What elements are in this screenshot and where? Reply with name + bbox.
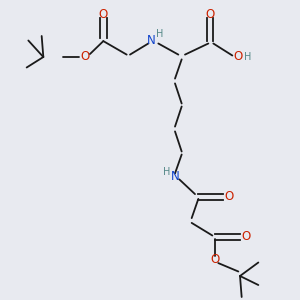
Text: O: O [242,230,250,244]
Text: H: H [163,167,170,177]
Text: N: N [171,170,179,184]
Text: O: O [80,50,90,64]
Text: O: O [206,8,214,21]
Text: H: H [244,52,251,62]
Text: O: O [234,50,243,64]
Text: O: O [225,190,234,203]
Text: N: N [147,34,156,47]
Text: O: O [210,253,220,266]
Text: H: H [156,29,163,39]
Text: O: O [99,8,108,21]
